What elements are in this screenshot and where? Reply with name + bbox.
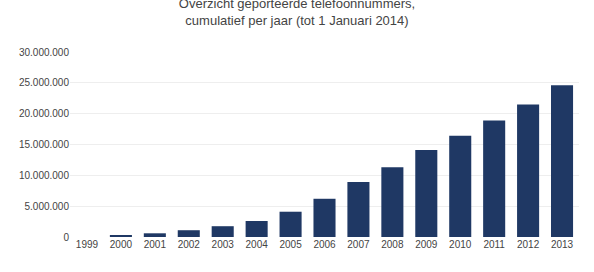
svg-text:2012: 2012 <box>517 239 540 250</box>
svg-text:15.000.000: 15.000.000 <box>19 139 69 150</box>
svg-text:2001: 2001 <box>144 239 167 250</box>
svg-text:10.000.000: 10.000.000 <box>19 170 69 181</box>
svg-text:2013: 2013 <box>551 239 574 250</box>
svg-text:1999: 1999 <box>76 239 99 250</box>
svg-text:2008: 2008 <box>381 239 404 250</box>
svg-text:2009: 2009 <box>415 239 438 250</box>
svg-text:2002: 2002 <box>178 239 201 250</box>
svg-text:20.000.000: 20.000.000 <box>19 108 69 119</box>
svg-text:2005: 2005 <box>279 239 302 250</box>
svg-text:2006: 2006 <box>313 239 336 250</box>
svg-text:2010: 2010 <box>449 239 472 250</box>
svg-text:25.000.000: 25.000.000 <box>19 77 69 88</box>
svg-text:Overzicht geporteerde telefoon: Overzicht geporteerde telefoonnummers,cu… <box>179 0 415 28</box>
svg-text:0: 0 <box>63 232 69 243</box>
svg-text:2000: 2000 <box>110 239 133 250</box>
svg-text:2011: 2011 <box>483 239 505 250</box>
svg-text:2003: 2003 <box>212 239 235 250</box>
svg-text:2007: 2007 <box>347 239 370 250</box>
svg-text:5.000.000: 5.000.000 <box>25 201 70 212</box>
svg-text:30.000.000: 30.000.000 <box>19 47 69 58</box>
svg-text:2004: 2004 <box>246 239 269 250</box>
